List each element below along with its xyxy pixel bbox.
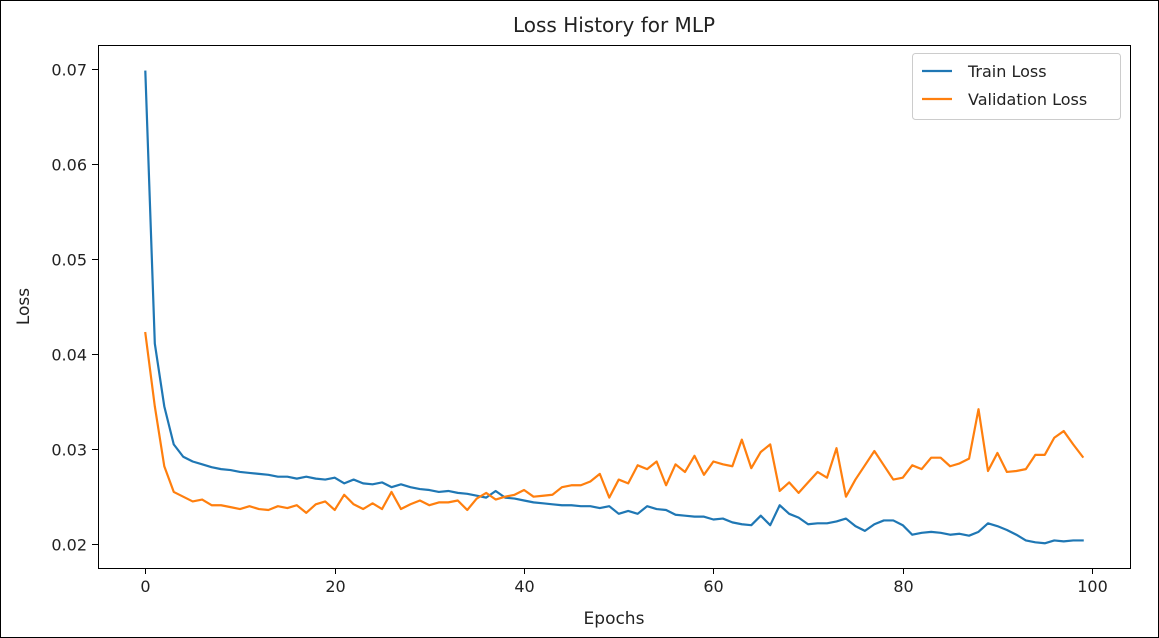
series-layer: [144, 70, 1085, 545]
legend: Train Loss Validation Loss: [912, 53, 1121, 120]
axes-frame: [98, 45, 1131, 569]
x-tick-label: 40: [514, 577, 534, 596]
x-tick-label: 20: [325, 577, 345, 596]
x-axis: 0 20 40 60 80 100: [140, 568, 1108, 596]
y-axis: 0.02 0.03 0.04 0.05 0.06 0.07: [51, 61, 98, 555]
legend-label-train-loss: Train Loss: [967, 62, 1047, 81]
y-tick-label: 0.04: [51, 346, 87, 365]
x-axis-label: Epochs: [584, 609, 645, 629]
chart-title: Loss History for MLP: [513, 13, 715, 37]
legend-box: [912, 53, 1121, 120]
y-tick-label: 0.03: [51, 441, 87, 460]
y-tick-label: 0.05: [51, 251, 87, 270]
y-axis-label: Loss: [14, 288, 34, 325]
x-tick-label: 100: [1077, 577, 1108, 596]
x-tick-label: 60: [703, 577, 723, 596]
series-line-validation-loss: [144, 331, 1085, 514]
x-tick-label: 80: [893, 577, 913, 596]
y-tick-label: 0.02: [51, 536, 87, 555]
x-tick-label: 0: [140, 577, 150, 596]
y-tick-label: 0.07: [51, 61, 87, 80]
legend-label-validation-loss: Validation Loss: [968, 90, 1087, 109]
plot-area: 0 20 40 60 80 100 0.02 0.03 0.04 0.05 0.06 0.07: [51, 45, 1131, 596]
y-tick-label: 0.06: [51, 156, 87, 175]
series-line-train-loss: [144, 70, 1084, 545]
